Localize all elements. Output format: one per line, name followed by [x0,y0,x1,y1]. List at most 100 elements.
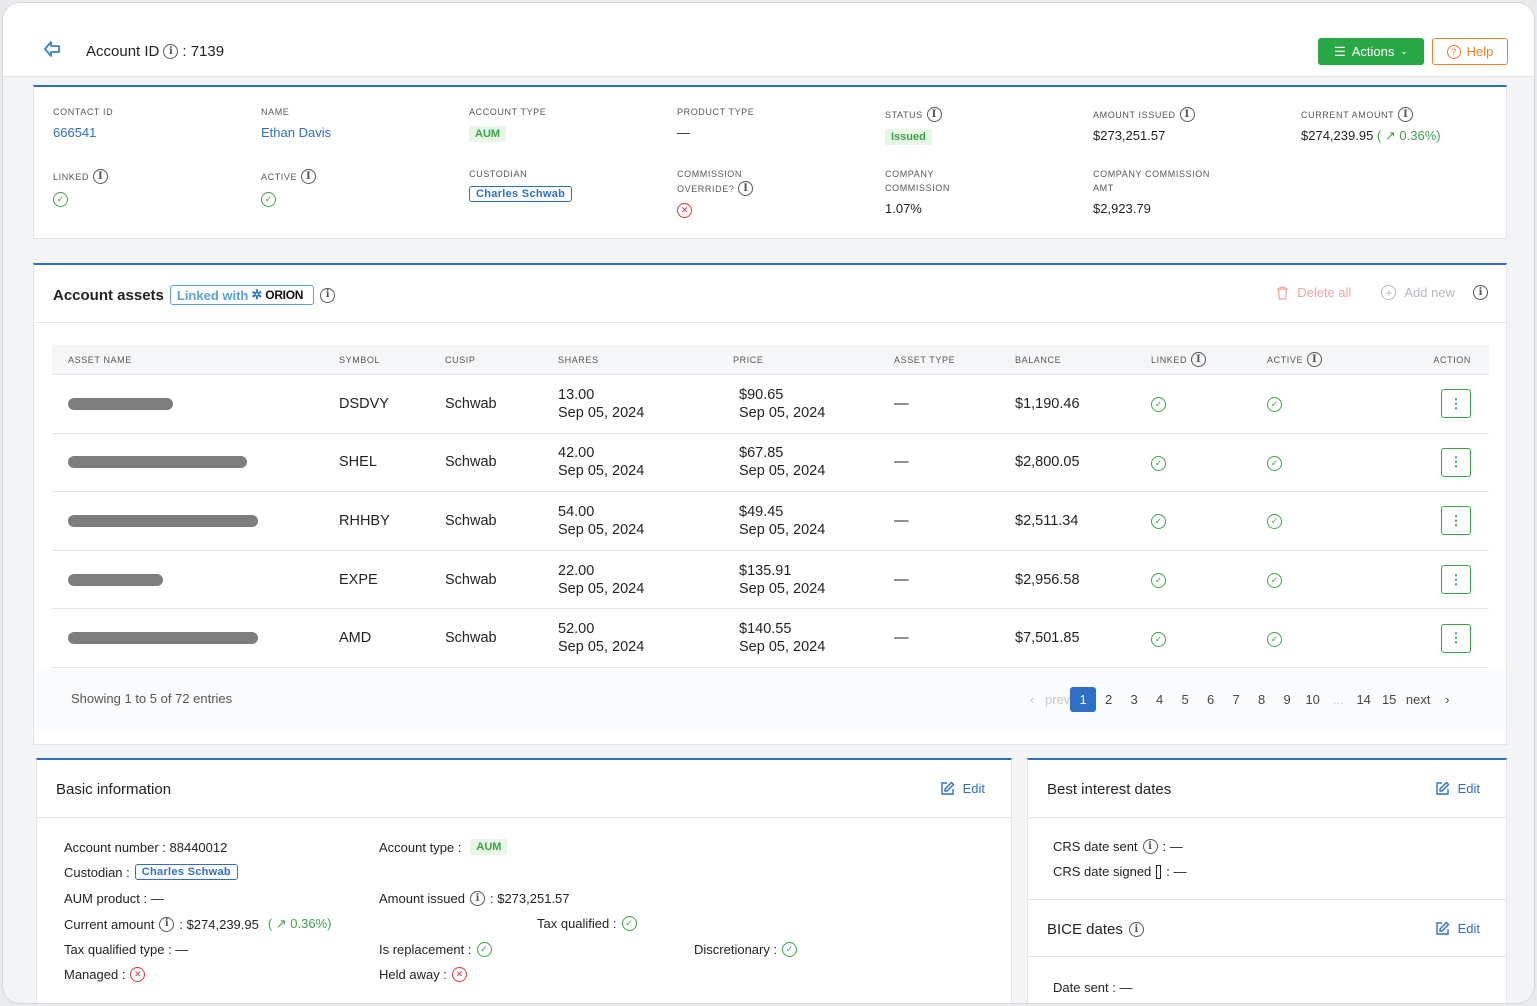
info-icon[interactable]: i [93,169,109,184]
kebab-menu-icon[interactable]: ⋮ [1441,623,1471,653]
col-balance[interactable]: BALANCE [1015,354,1062,365]
asset-balance: $2,800.05 [1015,454,1080,471]
info-icon[interactable]: i [1398,107,1414,122]
asset-name-redacted [52,397,339,410]
info-icon[interactable]: i [159,916,175,932]
asset-linked: ✓ [1151,454,1267,471]
info-icon[interactable]: i [470,891,485,906]
col-cusip[interactable]: CUSIP [445,354,476,365]
price-date: Sep 05, 2024 [739,404,826,421]
amount-issued-label: AMOUNT ISSUED [1093,109,1176,120]
info-icon[interactable]: i [1142,839,1158,854]
kebab-menu-icon[interactable]: ⋮ [1441,506,1471,536]
best-interest-header: Best interest dates Edit [1028,760,1506,818]
info-icon[interactable]: i [163,44,179,59]
info-icon[interactable]: i [320,287,336,303]
page-button[interactable]: 6 [1207,692,1215,707]
page-button[interactable]: 9 [1283,692,1291,707]
page-button[interactable]: 3 [1130,692,1138,707]
edit-label: Edit [1457,781,1480,796]
bice-edit-button[interactable]: Edit [1435,921,1480,936]
linked-with-text: Linked with [176,287,249,303]
asset-price: $67.85 Sep 05, 2024 [733,444,894,480]
asset-balance: $7,501.85 [1015,630,1080,647]
info-icon[interactable]: i [1128,922,1144,937]
asset-shares: 52.00 Sep 05, 2024 [558,620,733,656]
shares-date: Sep 05, 2024 [558,580,645,597]
page-button[interactable]: 5 [1181,692,1189,707]
asset-type: — [894,512,909,529]
account-type-row: Account type : AUM [379,839,508,855]
info-icon[interactable]: i [926,107,942,122]
chevron-right-icon[interactable]: › [1445,692,1450,707]
add-new-button[interactable]: + Add new i [1381,285,1488,300]
col-active[interactable]: ACTIVE i [1267,352,1399,367]
page-button[interactable]: 14 [1356,692,1371,707]
page-button[interactable]: 10 [1305,692,1320,707]
actions-label: Actions [1351,44,1395,59]
page-button[interactable]: 1 [1070,687,1096,712]
bice-dates-header: BICE dates i Edit [1028,899,1506,957]
edit-icon [1435,921,1450,936]
contact-id-link[interactable]: 666541 [53,125,97,140]
page-button[interactable]: 8 [1258,692,1266,707]
amount-issued-label: Amount issued [379,891,465,906]
info-icon[interactable]: i [738,181,754,196]
top-bar: Account ID i : 7139 ☰ Actions ⌄ ? Help [3,3,1534,77]
asset-type: — [894,630,909,647]
info-icon[interactable]: i [1307,352,1323,367]
orion-logo-text: ORION [265,288,304,302]
crs-date-signed-label: CRS date signed [1053,864,1152,879]
prev-button[interactable]: prev [1045,692,1071,707]
current-amount-value: : $274,239.95 [179,916,259,932]
plus-circle-icon: + [1381,285,1397,300]
custodian-row: Custodian : Charles Schwab [64,864,238,880]
info-icon[interactable]: i [1179,107,1195,122]
name-link[interactable]: Ethan Davis [261,125,332,140]
asset-active: ✓ [1267,571,1399,589]
best-interest-edit-button[interactable]: Edit [1435,781,1480,796]
table-row: EXPE Schwab 22.00 Sep 05, 2024 $135.91 Sep… [52,551,1489,610]
back-arrow-icon[interactable] [43,39,65,61]
contact-id-label: CONTACT ID [53,107,114,117]
table-row: AMD Schwab 52.00 Sep 05, 2024 $140.55 Sep … [52,609,1489,668]
col-price[interactable]: PRICE [733,354,764,365]
actions-button[interactable]: ☰ Actions ⌄ [1318,38,1424,65]
asset-name-redacted [52,573,339,586]
col-symbol[interactable]: SYMBOL [339,354,381,365]
info-icon[interactable]: i [1473,285,1488,300]
basic-info-edit-button[interactable]: Edit [940,781,985,796]
asset-action: ⋮ [1399,565,1489,595]
col-linked[interactable]: LINKED i [1151,352,1267,367]
kebab-menu-icon[interactable]: ⋮ [1441,565,1471,595]
asset-type: — [894,571,909,588]
chevron-left-icon: ‹ [1030,692,1035,707]
edit-label: Edit [962,781,985,796]
help-button[interactable]: ? Help [1432,38,1508,65]
account-number: Account number : 88440012 [64,840,228,855]
info-icon[interactable]: i [301,169,317,184]
col-asset-type[interactable]: ASSET TYPE [894,354,956,365]
page-button[interactable]: 4 [1156,692,1164,707]
assets-title: Account assets Linked with ✲ ORION i [53,285,336,305]
page-button[interactable]: 15 [1381,692,1397,707]
check-icon: ✓ [621,916,637,931]
kebab-menu-icon[interactable]: ⋮ [1441,447,1471,477]
next-button[interactable]: next [1405,692,1431,707]
edit-icon [1435,781,1450,796]
page-title: Account ID i : 7139 [86,43,224,60]
commission-override-field: COMMISSION OVERRIDE? i ✕ [677,167,754,218]
asset-active: ✓ [1267,630,1399,647]
info-icon[interactable]: i [1191,352,1207,367]
delete-all-button[interactable]: Delete all [1276,285,1351,300]
asset-balance: $1,190.46 [1015,395,1080,412]
check-icon: ✓ [261,192,276,207]
col-active-label: ACTIVE [1267,354,1304,365]
chevron-down-icon: ⌄ [1400,46,1408,56]
kebab-menu-icon[interactable]: ⋮ [1441,389,1471,419]
page-button[interactable]: 7 [1232,692,1240,707]
col-shares[interactable]: SHARES [558,354,599,365]
col-asset-name[interactable]: ASSET NAME [68,354,132,365]
page-button[interactable]: 2 [1105,692,1113,707]
